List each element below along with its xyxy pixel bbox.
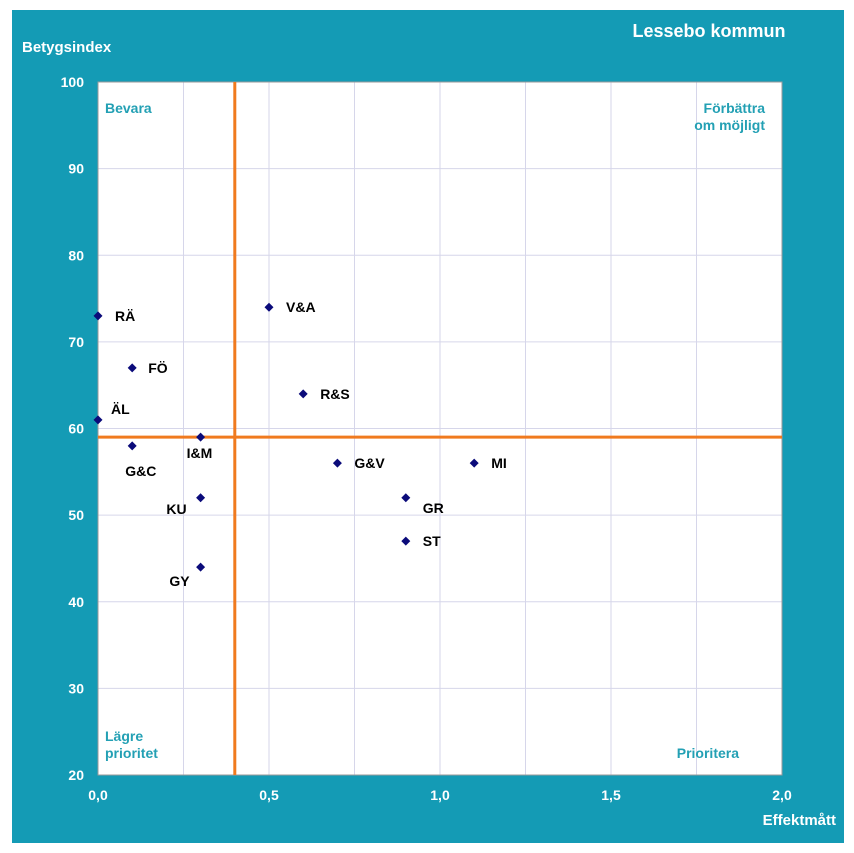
data-point-marker xyxy=(196,562,206,572)
data-point-marker xyxy=(196,432,206,442)
data-point-marker xyxy=(93,415,103,425)
y-tick-label: 60 xyxy=(68,421,84,437)
data-point-label: ST xyxy=(423,533,441,549)
x-tick-label: 2,0 xyxy=(772,787,792,803)
data-point-marker xyxy=(401,536,411,546)
data-point-marker xyxy=(332,458,342,468)
plot-border xyxy=(97,81,783,776)
quadrant-label-bottom-left: Lägre xyxy=(105,728,143,744)
x-tick-label: 0,5 xyxy=(259,787,279,803)
data-point-label: R&S xyxy=(320,386,350,402)
data-points: RÄ FÖ ÄL G&C I&M KU GY V&A R&S G&V MI GR ST xyxy=(93,299,507,589)
quadrant-label-top-right: Förbättra xyxy=(704,100,766,116)
quadrant-label-bottom-right: Prioritera xyxy=(677,745,739,761)
x-tick-label: 1,5 xyxy=(601,787,621,803)
quadrant-label-bottom-left: prioritet xyxy=(105,745,158,761)
y-tick-label: 40 xyxy=(68,594,84,610)
data-point-label: G&C xyxy=(125,463,156,479)
y-tick-label: 100 xyxy=(61,74,85,90)
data-point-label: I&M xyxy=(187,445,213,461)
x-tick-label: 1,0 xyxy=(430,787,450,803)
data-point-label: FÖ xyxy=(148,360,168,376)
tick-labels: 0,0 0,5 1,0 1,5 2,0 20 30 40 50 60 70 80 90 100 xyxy=(61,74,792,803)
quadrant-label-top-right: om möjligt xyxy=(694,117,765,133)
data-point-label: KU xyxy=(166,501,186,517)
data-point-label: GR xyxy=(423,500,444,516)
y-tick-label: 80 xyxy=(68,247,84,263)
threshold-lines xyxy=(98,82,782,775)
data-point-label: GY xyxy=(169,573,190,589)
data-point-label: RÄ xyxy=(115,308,135,324)
data-point-marker xyxy=(401,493,411,503)
y-tick-label: 50 xyxy=(68,507,84,523)
y-axis-title: Betygsindex xyxy=(22,39,112,56)
data-point-label: MI xyxy=(491,455,507,471)
data-point-label: G&V xyxy=(354,455,385,471)
y-tick-label: 30 xyxy=(68,680,84,696)
data-point-marker xyxy=(127,441,137,451)
data-point-label: ÄL xyxy=(111,401,130,417)
quadrant-label-top-left: Bevara xyxy=(105,100,152,116)
data-point-marker xyxy=(469,458,479,468)
data-point-label: V&A xyxy=(286,299,316,315)
y-tick-label: 70 xyxy=(68,334,84,350)
x-axis-title: Effektmått xyxy=(763,812,836,829)
grid-lines xyxy=(97,81,783,776)
chart-title: Lessebo kommun xyxy=(632,21,785,41)
data-point-marker xyxy=(127,363,137,373)
data-point-marker xyxy=(196,493,206,503)
chart-frame: Bevara Förbättra om möjligt Lägre prioritet P… xyxy=(12,10,844,843)
data-point-marker xyxy=(264,302,274,312)
data-point-marker xyxy=(298,389,308,399)
y-tick-label: 20 xyxy=(68,767,84,783)
y-tick-label: 90 xyxy=(68,161,84,177)
x-tick-label: 0,0 xyxy=(88,787,108,803)
data-point-marker xyxy=(93,311,103,321)
